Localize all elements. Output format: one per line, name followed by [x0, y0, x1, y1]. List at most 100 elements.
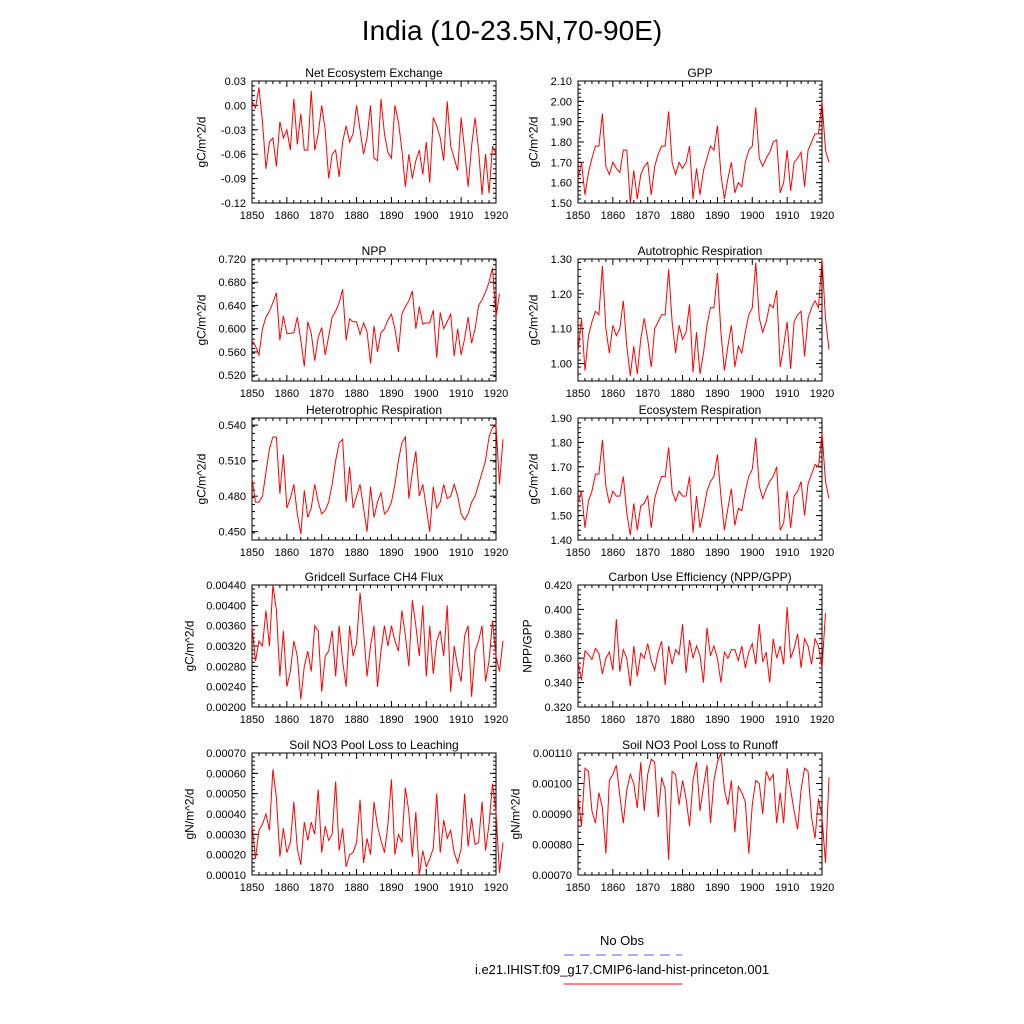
y-tick-label: 0.340: [544, 678, 572, 690]
y-tick-label: 2.00: [551, 96, 572, 108]
x-tick-label: 1860: [275, 547, 299, 559]
x-tick-label: 1870: [635, 882, 659, 894]
y-tick-label: 0.720: [218, 254, 246, 266]
series-line: [251, 267, 500, 367]
legend-model-label: i.e21.IHIST.f09_g17.CMIP6-land-hist-prin…: [475, 962, 769, 977]
x-tick-label: 1890: [705, 547, 729, 559]
x-tick-label: 1890: [705, 714, 729, 726]
x-tick-label: 1860: [601, 388, 625, 400]
panel-title: Net Ecosystem Exchange: [305, 66, 443, 80]
x-tick-label: 1890: [379, 714, 403, 726]
x-tick-label: 1870: [309, 882, 333, 894]
x-tick-label: 1880: [670, 714, 694, 726]
panel-title: GPP: [687, 66, 712, 80]
y-tick-label: 1.90: [551, 413, 572, 425]
x-tick-label: 1920: [484, 547, 508, 559]
series-line: [577, 101, 830, 204]
chart-panel-1: GPP 1850 1860 1870 1880 1890 1900 1910 1920 1.50 1…: [527, 66, 835, 222]
x-tick-label: 1870: [309, 714, 333, 726]
panel-title: Carbon Use Efficiency (NPP/GPP): [608, 570, 791, 584]
y-tick-label: 0.00240: [206, 682, 246, 694]
x-tick-label: 1850: [240, 388, 264, 400]
x-tick-label: 1850: [240, 714, 264, 726]
x-tick-label: 1920: [810, 714, 834, 726]
series-line: [251, 769, 504, 876]
x-tick-label: 1890: [705, 210, 729, 222]
x-tick-label: 1850: [566, 547, 590, 559]
chart-panel-8: Soil NO3 Pool Loss to Leaching 1850 1860 18…: [182, 738, 508, 894]
x-tick-label: 1910: [775, 547, 799, 559]
x-tick-label: 1880: [344, 547, 368, 559]
y-tick-label: 1.80: [551, 437, 572, 449]
x-tick-label: 1850: [566, 714, 590, 726]
x-tick-label: 1920: [810, 882, 834, 894]
y-tick-label: 1.70: [551, 462, 572, 474]
x-tick-label: 1850: [566, 388, 590, 400]
y-tick-label: 1.50: [551, 511, 572, 523]
figure-title: India (10-23.5N,70-90E): [362, 15, 662, 46]
chart-panel-7: Carbon Use Efficiency (NPP/GPP) 1850 1860 1…: [521, 570, 835, 726]
legend-obs-label: No Obs: [600, 933, 645, 948]
x-tick-label: 1880: [670, 388, 694, 400]
y-tick-label: 1.10: [551, 324, 572, 336]
x-tick-label: 1900: [414, 547, 438, 559]
y-axis-label: gC/m^2/d: [182, 621, 196, 672]
y-tick-label: 0.00040: [206, 809, 246, 821]
y-tick-label: 0.00200: [206, 702, 246, 714]
x-tick-label: 1880: [670, 882, 694, 894]
y-tick-label: 0.00100: [532, 779, 572, 791]
x-tick-label: 1890: [379, 210, 403, 222]
x-tick-label: 1910: [449, 388, 473, 400]
x-tick-label: 1920: [484, 714, 508, 726]
y-tick-label: 0.00030: [206, 829, 246, 841]
plot-frame: [251, 80, 497, 204]
y-tick-label: 1.70: [551, 157, 572, 169]
y-tick-label: 1.90: [551, 117, 572, 129]
x-tick-label: 1900: [740, 210, 764, 222]
y-axis-label: gC/m^2/d: [527, 117, 541, 168]
y-tick-label: 0.420: [544, 580, 572, 592]
x-tick-label: 1870: [635, 210, 659, 222]
y-tick-label: 0.00010: [206, 870, 246, 882]
y-tick-label: 0.510: [218, 456, 246, 468]
y-tick-label: 0.480: [218, 491, 246, 503]
y-tick-label: 0.320: [544, 702, 572, 714]
x-tick-label: 1870: [309, 388, 333, 400]
chart-panel-9: Soil NO3 Pool Loss to Runoff 1850 1860 1870…: [508, 738, 834, 894]
plot-frame: [577, 417, 823, 541]
y-tick-label: 0.00070: [532, 870, 572, 882]
y-tick-label: 0.00020: [206, 850, 246, 862]
x-tick-label: 1870: [635, 714, 659, 726]
y-tick-label: 1.30: [551, 254, 572, 266]
x-tick-label: 1860: [275, 388, 299, 400]
chart-panel-0: Net Ecosystem Exchange 1850 1860 1870 1880 18…: [195, 66, 509, 222]
x-tick-label: 1910: [775, 388, 799, 400]
y-tick-label: 0.600: [218, 324, 246, 336]
plot-frame: [577, 258, 823, 382]
x-tick-label: 1880: [344, 882, 368, 894]
y-tick-label: 0.00: [225, 100, 246, 112]
series-line: [577, 606, 826, 687]
x-tick-label: 1870: [635, 547, 659, 559]
panel-title: Soil NO3 Pool Loss to Runoff: [622, 738, 779, 752]
y-tick-label: 1.00: [551, 359, 572, 371]
legend: No Obs i.e21.IHIST.f09_g17.CMIP6-land-hi…: [475, 933, 769, 985]
panel-title: Soil NO3 Pool Loss to Leaching: [289, 738, 458, 752]
chart-panel-3: Autotrophic Respiration 1850 1860 1870 1880 1…: [527, 244, 835, 400]
series-line: [577, 258, 830, 376]
x-tick-label: 1860: [601, 714, 625, 726]
y-axis-label: gN/m^2/d: [508, 789, 522, 840]
y-tick-label: 0.450: [218, 527, 246, 539]
x-tick-label: 1850: [566, 210, 590, 222]
y-axis-label: gC/m^2/d: [195, 117, 209, 168]
chart-panel-5: Ecosystem Respiration 1850 1860 1870 1880 189…: [527, 403, 835, 559]
x-tick-label: 1920: [484, 388, 508, 400]
x-tick-label: 1920: [484, 210, 508, 222]
plot-frame: [251, 258, 497, 382]
x-tick-label: 1850: [240, 547, 264, 559]
x-tick-label: 1910: [449, 882, 473, 894]
x-tick-label: 1860: [601, 547, 625, 559]
x-tick-label: 1860: [275, 882, 299, 894]
y-tick-label: 1.50: [551, 198, 572, 210]
